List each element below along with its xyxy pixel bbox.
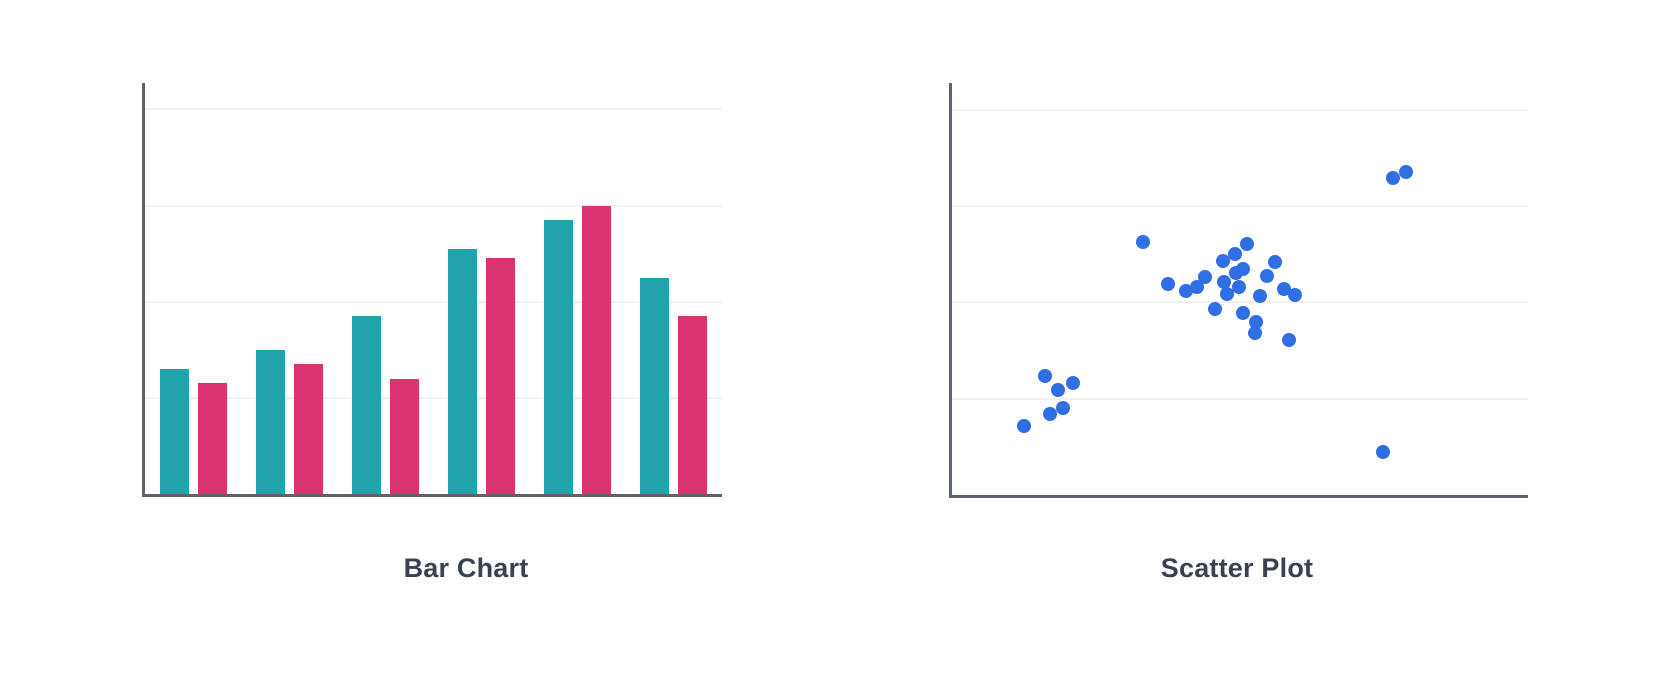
scatter-point bbox=[1208, 302, 1223, 316]
scatter-point bbox=[1247, 325, 1262, 340]
bar-pink-series bbox=[389, 378, 419, 494]
scatter-point bbox=[1136, 234, 1151, 249]
scatter-point bbox=[1375, 445, 1390, 460]
bar-teal-series bbox=[159, 369, 189, 494]
scatter-point bbox=[1219, 286, 1234, 301]
bar-teal-series bbox=[255, 349, 285, 494]
scatter-point bbox=[1276, 281, 1291, 296]
bar-chart-title: Bar Chart bbox=[403, 553, 529, 583]
scatter-point bbox=[1398, 164, 1413, 179]
scatter-point bbox=[1260, 268, 1275, 283]
scatter-point bbox=[1161, 276, 1175, 291]
scatter-point bbox=[1231, 279, 1246, 294]
bar-teal-series bbox=[640, 277, 670, 494]
scatter-plot-area bbox=[949, 83, 1528, 498]
bar-pink-series bbox=[197, 383, 227, 494]
bar-pink-series bbox=[486, 258, 516, 494]
bar-teal-series bbox=[448, 248, 478, 494]
gridline bbox=[145, 204, 722, 207]
gridline bbox=[952, 397, 1528, 400]
bar-pink-series bbox=[293, 364, 323, 494]
scatter-point bbox=[1253, 288, 1268, 303]
scatter-point bbox=[1037, 368, 1052, 383]
scatter-point bbox=[1056, 400, 1071, 415]
scatter-point bbox=[1042, 407, 1057, 422]
scatter-point bbox=[1268, 254, 1283, 269]
gridline bbox=[145, 300, 722, 303]
scatter-point bbox=[1281, 332, 1296, 347]
scatter-point bbox=[1189, 279, 1204, 294]
gridline bbox=[145, 108, 722, 111]
gridline bbox=[952, 108, 1528, 111]
bar-pink-series bbox=[582, 205, 612, 494]
scatter-point bbox=[1287, 287, 1302, 302]
scatter-point bbox=[1050, 382, 1065, 397]
scatter-plot-title: Scatter Plot bbox=[1160, 553, 1314, 583]
scatter-point bbox=[1216, 274, 1231, 289]
scatter-point bbox=[1178, 283, 1193, 298]
bar-chart-plot-area bbox=[142, 83, 722, 497]
scatter-point bbox=[1227, 246, 1242, 261]
bar-teal-series bbox=[544, 220, 574, 494]
scatter-point bbox=[1235, 261, 1250, 276]
gridline bbox=[952, 204, 1528, 207]
scatter-point bbox=[1235, 305, 1250, 320]
scatter-point bbox=[1197, 269, 1212, 284]
gridline bbox=[145, 396, 722, 399]
scatter-point bbox=[1215, 253, 1230, 268]
bar-teal-series bbox=[351, 316, 381, 494]
scatter-point bbox=[1386, 171, 1401, 186]
scatter-point bbox=[1017, 419, 1031, 434]
scatter-point bbox=[1065, 375, 1080, 390]
bar-pink-series bbox=[678, 316, 708, 494]
gridline bbox=[952, 301, 1528, 304]
scatter-point bbox=[1239, 237, 1254, 252]
scatter-point bbox=[1249, 315, 1264, 330]
